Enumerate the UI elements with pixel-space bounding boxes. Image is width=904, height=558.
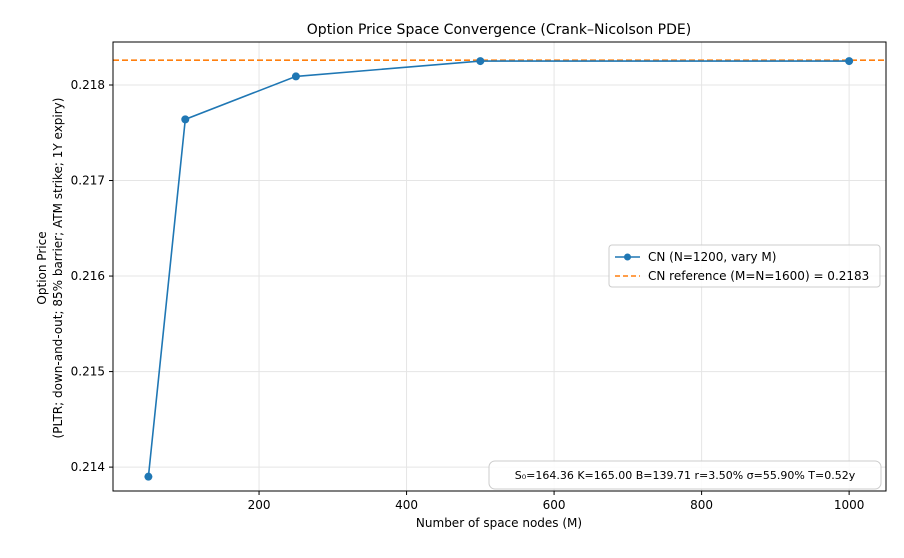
x-tick-label: 800 [690, 498, 713, 512]
y-tick-label: 0.214 [71, 460, 105, 474]
ticks: 200 400 600 800 1000 0.214 0.215 0.216 0.217 0.21… [71, 78, 865, 512]
parameter-annotation: S₀=164.36 K=165.00 B=139.71 r=3.50% σ=55… [488, 460, 882, 490]
legend-label-series-1: CN (N=1200, vary M) [648, 250, 776, 264]
y-tick-label: 0.217 [71, 174, 105, 188]
plot-elements [113, 57, 886, 481]
chart-title: Option Price Space Convergence (Crank–Ni… [307, 22, 691, 38]
legend: CN (N=1200, vary M) CN reference (M=N=16… [608, 244, 881, 288]
axes-frame [112, 41, 887, 492]
legend-label-series-2: CN reference (M=N=1600) = 0.2183 [648, 269, 869, 283]
legend-marker-series-1 [624, 253, 631, 261]
series-point [144, 472, 153, 481]
x-tick-label: 200 [248, 498, 271, 512]
series-point [291, 72, 300, 81]
x-tick-label: 400 [395, 498, 418, 512]
annotation-text: S₀=164.36 K=165.00 B=139.71 r=3.50% σ=55… [515, 469, 856, 482]
legend-box [608, 244, 881, 288]
series-point [476, 57, 485, 66]
y-tick-label: 0.215 [71, 365, 105, 379]
series-point [181, 115, 190, 124]
x-tick-label: 600 [543, 498, 566, 512]
x-axis-label: Number of space nodes (M) [416, 516, 582, 530]
y-axis-label-line2: (PLTR; down-and-out; 85% barrier; ATM st… [51, 98, 65, 439]
y-tick-label: 0.216 [71, 269, 105, 283]
series-point [845, 57, 854, 66]
x-tick-label: 1000 [834, 498, 865, 512]
y-axis-label-line1: Option Price [35, 231, 49, 304]
annotation-box [488, 460, 882, 490]
y-tick-label: 0.218 [71, 78, 105, 92]
